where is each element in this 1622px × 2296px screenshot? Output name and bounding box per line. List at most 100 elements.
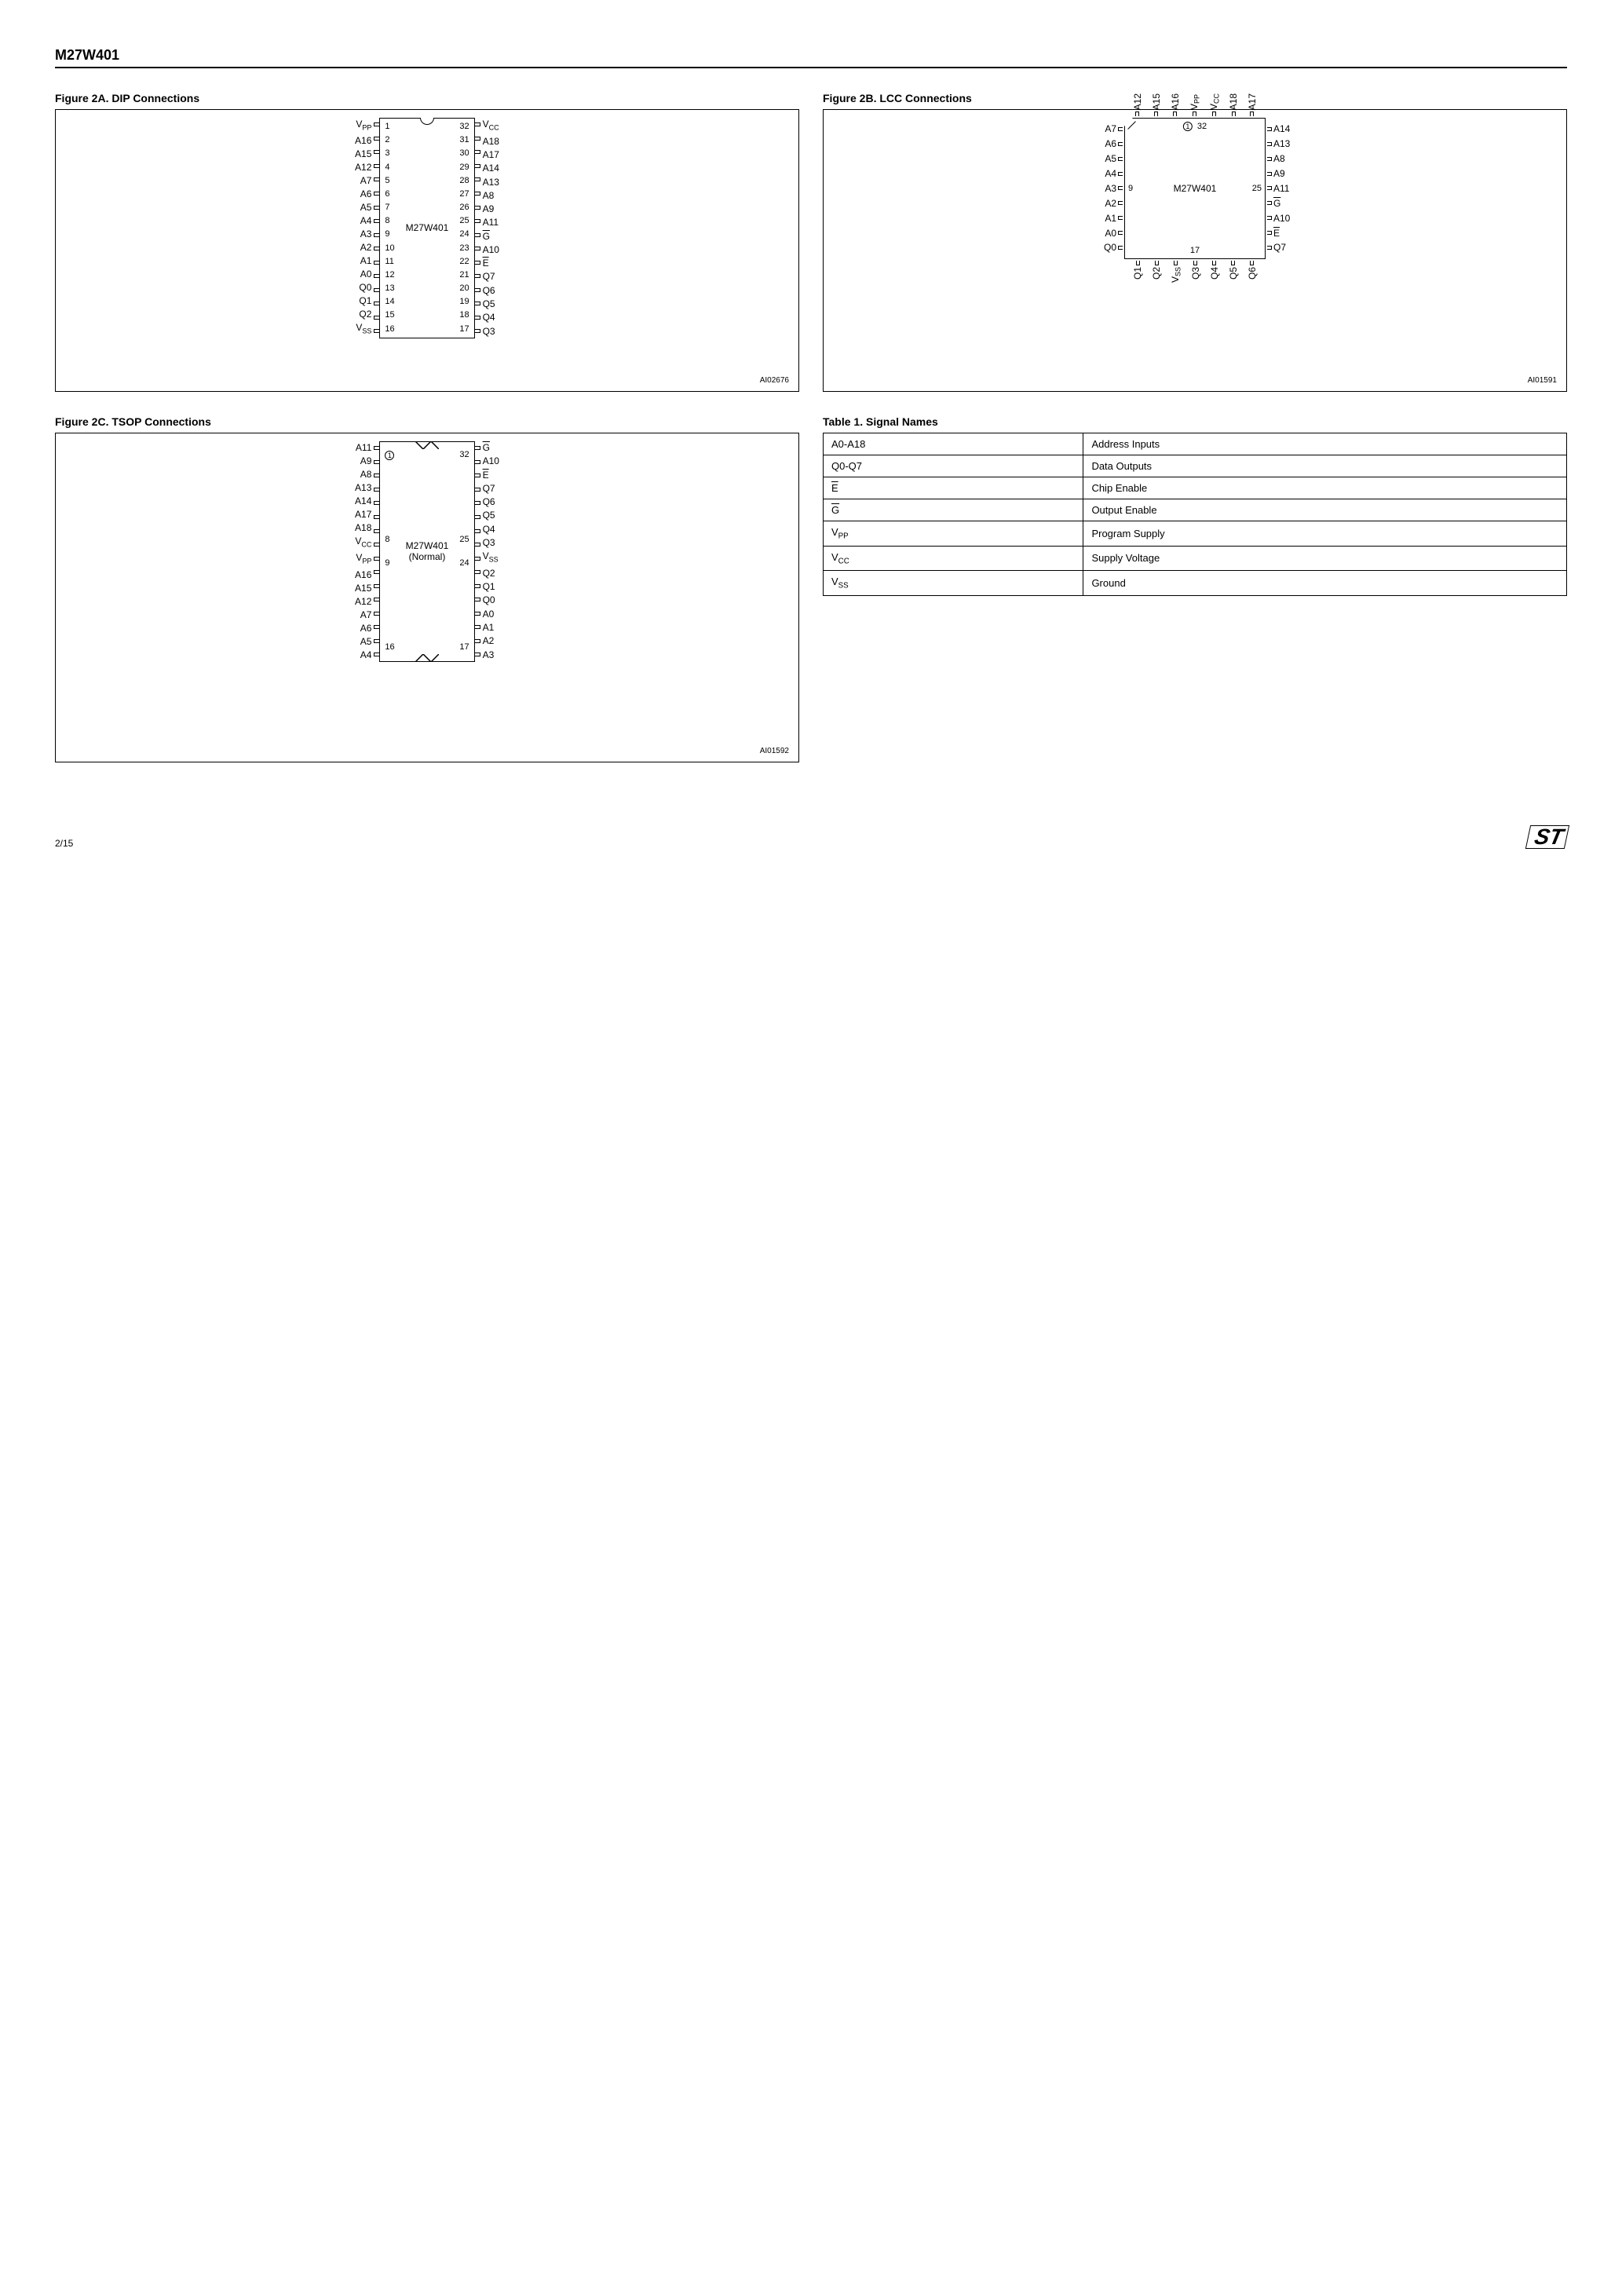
part-number: M27W401 [55,47,119,63]
figure-2b-box: M27W401 1 32 17 9 25 A12A15A16VPPVCCA18A… [823,109,1567,392]
pin-label: VCC [1208,93,1220,110]
pin-label: A12 [355,595,371,609]
pin-label: A9 [355,455,371,468]
pin-label: A18 [483,135,499,148]
signal-names-table: A0-A18Address InputsQ0-Q7Data OutputsECh… [823,433,1567,596]
pin-label: A8 [1273,153,1285,164]
pin-label: A12 [355,161,371,174]
pin-label: Q2 [355,308,371,321]
pin-label: A13 [1273,138,1290,149]
pin-label: VSS [355,321,371,338]
table-row: VPPProgram Supply [824,521,1567,547]
pin-label: G [483,441,499,455]
pin-label: A7 [355,609,371,622]
figure-2b: Figure 2B. LCC Connections M27W401 1 32 … [823,92,1567,392]
pin-label: A1 [483,621,499,634]
pin-label: A6 [355,622,371,635]
lcc-package: M27W401 1 32 17 9 25 A12A15A16VPPVCCA18A… [1124,118,1266,259]
pin-label: Q7 [1273,242,1286,253]
pin-label: Q5 [483,298,499,311]
pin-label: A1 [355,254,371,268]
pin-label: A3 [1105,183,1116,194]
pin-label: A8 [355,468,371,481]
pin-label: Q2 [483,567,499,580]
pin-label: A16 [355,569,371,582]
pin-label: A15 [355,148,371,161]
pin-label: A5 [355,635,371,649]
pin-label: A5 [355,201,371,214]
pin-label: A10 [483,455,499,468]
pin-label: Q6 [483,495,499,509]
pin-label: Q0 [1104,242,1116,253]
tsop-package: A11A9A8A13A14A17A18VCCVPPA16A15A12A7A6A5… [355,441,499,662]
pin-label: Q5 [1228,267,1239,280]
pin-label: A18 [355,521,371,535]
pin-label: VPP [1189,94,1200,110]
figure-2c-box: A11A9A8A13A14A17A18VCCVPPA16A15A12A7A6A5… [55,433,799,762]
pin-label: Q6 [1247,267,1258,280]
figure-2b-id: AI01591 [1528,376,1557,385]
table-row: Q0-Q7Data Outputs [824,455,1567,477]
pin-label: A9 [1273,168,1285,179]
pin-label: Q1 [355,294,371,308]
figure-2a-id: AI02676 [760,376,789,385]
pin-label: G [483,230,499,243]
pin-label: Q4 [483,523,499,536]
pin-label: Q1 [1132,267,1143,280]
pin-label: A3 [483,649,499,662]
figure-2c: Figure 2C. TSOP Connections A11A9A8A13A1… [55,415,799,762]
pin-label: Q7 [483,270,499,283]
pin-label: Q7 [483,482,499,495]
figure-grid: Figure 2A. DIP Connections VPPA16A15A12A… [55,92,1567,762]
pin-label: A18 [1228,93,1239,110]
pin-label: A0 [1105,228,1116,239]
pin-label: A10 [483,243,499,257]
pin-label: Q4 [1209,267,1220,280]
pin-label: A0 [483,608,499,621]
pin-label: A16 [355,134,371,148]
figure-2a-box: VPPA16A15A12A7A6A5A4A3A2A1A0Q0Q1Q2VSS123… [55,109,799,392]
figure-2a: Figure 2A. DIP Connections VPPA16A15A12A… [55,92,799,392]
pin-label: A4 [1105,168,1116,179]
figure-2a-title: Figure 2A. DIP Connections [55,92,799,104]
table-row: GOutput Enable [824,499,1567,521]
table-row: EChip Enable [824,477,1567,499]
pin-label: A7 [355,174,371,188]
pin-label: A6 [355,188,371,201]
figure-2c-title: Figure 2C. TSOP Connections [55,415,799,428]
page-header: M27W401 [55,47,1567,68]
pin-label: A2 [1105,198,1116,209]
pin-label: Q5 [483,509,499,522]
pin-label: A2 [355,241,371,254]
pin-label: A5 [1105,153,1116,164]
pin-label: Q0 [483,594,499,607]
pin-label: E [483,257,499,270]
pin-label: Q6 [483,284,499,298]
pin-label: VSS [483,550,499,566]
dip-package: VPPA16A15A12A7A6A5A4A3A2A1A0Q0Q1Q2VSS123… [355,118,499,338]
pin-label: Q0 [355,281,371,294]
pin-label: VCC [483,118,499,134]
pin-label: Q1 [483,580,499,594]
pin-label: Q3 [483,536,499,550]
pin-label: A17 [483,148,499,162]
pin-label: E [483,469,499,482]
pin-label: VSS [1170,267,1182,283]
pin-label: Q4 [483,311,499,324]
pin-label: A9 [483,203,499,216]
page-number: 2/15 [55,838,73,849]
pin-label: A10 [1273,213,1290,224]
pin-label: A17 [1247,93,1258,110]
table-row: VCCSupply Voltage [824,546,1567,571]
pin-label: A1 [1105,213,1116,224]
pin-label: A7 [1105,123,1116,134]
st-logo: ST [1525,825,1569,849]
pin-label: A12 [1132,93,1143,110]
pin-label: A3 [355,228,371,241]
page-footer: 2/15 ST [55,825,1567,849]
pin-label: A0 [355,268,371,281]
pin-label: A11 [355,441,371,455]
pin-label: A11 [483,216,499,229]
lcc-chip-label: M27W401 [1174,183,1217,194]
pin-label: VCC [355,535,371,551]
